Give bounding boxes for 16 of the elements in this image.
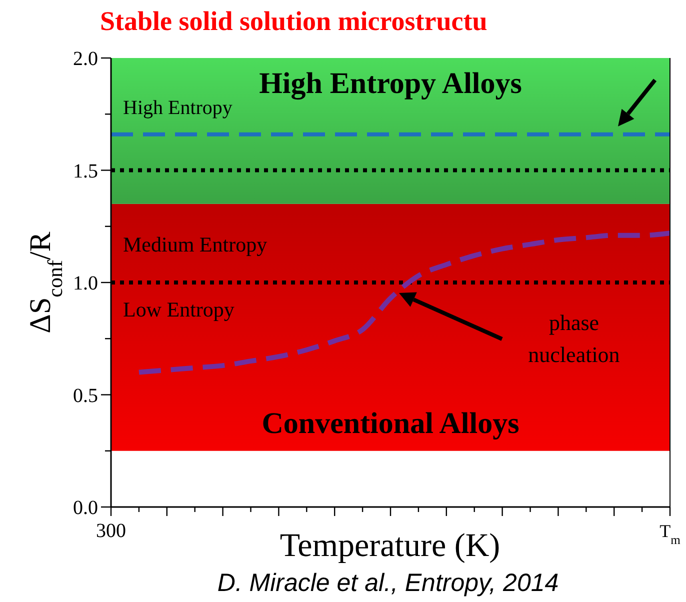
band-label: High Entropy Alloys: [259, 67, 522, 100]
y-tick-label: 1.5: [73, 160, 98, 182]
x-axis-title: Temperature (K): [280, 528, 500, 564]
annotation: Low Entropy: [123, 297, 235, 322]
text: D. Miracle et al., Entropy, 2014: [217, 568, 559, 597]
annotation: High Entropy: [123, 97, 232, 119]
y-tick-label: 0.0: [73, 497, 98, 519]
annotation: phase nucleation: [528, 310, 620, 367]
x-tick-label: T$_{m}$: [660, 521, 681, 547]
annotation: Medium Entropy: [123, 232, 268, 256]
band-label: Conventional Alloys: [262, 406, 520, 440]
y-tick-label: 0.5: [73, 384, 98, 407]
x-tick-label: 300: [96, 520, 126, 542]
y-tick-label: 2.0: [73, 48, 98, 70]
chart-title: Stable solid solution microstructu: [100, 6, 488, 36]
y-tick-label: 1.0: [73, 272, 98, 294]
